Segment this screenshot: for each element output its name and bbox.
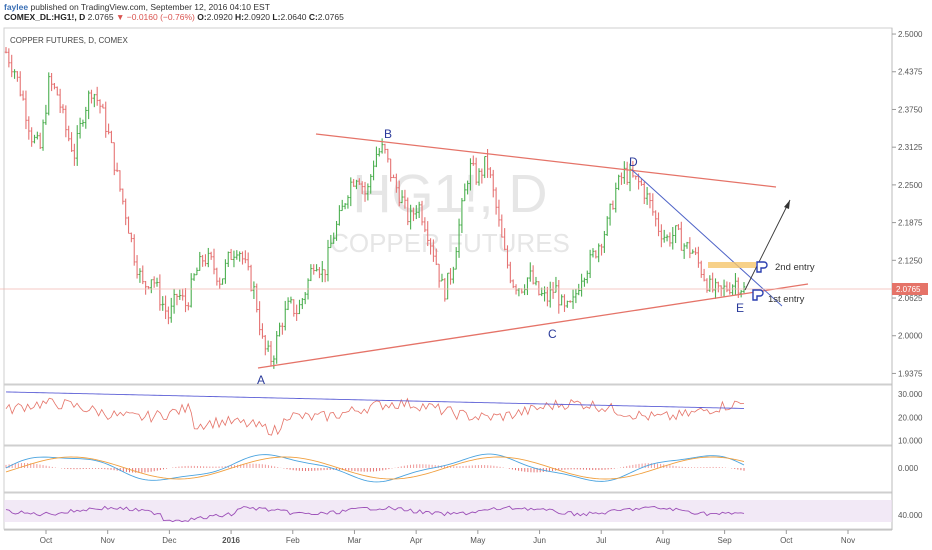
hand-pointer-icon: [752, 289, 764, 301]
last-price-badge-text: 2.0765: [896, 285, 921, 294]
x-tick-label: Dec: [162, 536, 176, 545]
price-change: −0.0160 (−0.76%): [126, 12, 195, 22]
x-tick-label: 2016: [222, 536, 240, 545]
wedge-trendline[interactable]: [631, 169, 783, 307]
macd-y-tick-label: 0.000: [898, 464, 919, 473]
rsi-band: [4, 500, 892, 522]
volume-ma-line: [5, 391, 745, 409]
publish-header: faylee published on TradingView.com, Sep…: [4, 2, 344, 22]
y-axis: 2.5000 2.4375 2.3750 2.3125 2.2500 2.1875 2.12…: [892, 30, 923, 378]
macd-indicator-panel: 0.000: [5, 453, 919, 483]
y-tick-label: 2.0000: [898, 332, 923, 341]
entry-zone-box[interactable]: [708, 262, 756, 268]
volume-indicator-panel: 30.000 20.000 10.000: [5, 390, 923, 445]
x-tick-label: Jun: [533, 536, 546, 545]
label-d: D: [629, 155, 638, 169]
x-tick-label: Mar: [348, 536, 362, 545]
y-tick-label: 2.1875: [898, 219, 923, 228]
down-arrow-icon: ▼: [115, 12, 125, 22]
entry-2-label: 2nd entry: [775, 262, 815, 273]
label-a: A: [257, 373, 265, 387]
y-tick-label: 2.0625: [898, 294, 923, 303]
macd-signal-line: [5, 456, 745, 480]
projection-arrow[interactable]: [744, 199, 791, 291]
y-tick-label: 2.5000: [898, 30, 923, 39]
price-bars: [4, 47, 746, 369]
high-value: 2.0920: [244, 12, 271, 22]
volume-panel-border: [3, 384, 893, 446]
hand-pointer-icon: [756, 261, 768, 273]
x-tick-label: Jul: [596, 536, 606, 545]
open-label: O:: [197, 12, 207, 22]
upper-trendline[interactable]: [315, 133, 777, 188]
low-label: L:: [272, 12, 281, 22]
label-b: B: [384, 127, 392, 141]
lower-trendline[interactable]: [257, 283, 809, 369]
watermark-symbol: HG1!, D: [352, 164, 547, 224]
y-tick-label: 2.4375: [898, 68, 923, 77]
label-c: C: [548, 327, 557, 341]
volume-y-tick-label: 30.000: [898, 390, 923, 399]
rsi-y-tick-label: 40.000: [898, 511, 923, 520]
x-tick-label: Nov: [841, 536, 855, 545]
y-tick-label: 2.1250: [898, 256, 923, 265]
rsi-line: [5, 505, 745, 523]
x-tick-label: Feb: [286, 536, 300, 545]
volume-y-tick-label: 10.000: [898, 436, 923, 445]
x-tick-label: Oct: [40, 536, 53, 545]
x-tick-label: Nov: [101, 536, 115, 545]
macd-line: [5, 453, 745, 483]
label-e: E: [736, 301, 744, 315]
symbol-label: COMEX_DL:HG1!, D: [4, 12, 86, 22]
last-price-badge: [892, 283, 928, 295]
projection-arrowhead: [784, 200, 790, 209]
x-tick-label: Sep: [717, 536, 732, 545]
close-label: C:: [308, 12, 318, 22]
x-tick-label: May: [470, 536, 485, 545]
high-label: H:: [235, 12, 245, 22]
symbol-watermark: HG1!, D COPPER FUTURES: [330, 164, 570, 258]
y-tick-label: 2.3750: [898, 105, 923, 114]
rsi-indicator-panel: 40.000: [4, 500, 923, 523]
open-value: 2.0920: [206, 12, 233, 22]
volume-index-line: [5, 397, 745, 436]
close-value: 2.0765: [317, 12, 344, 22]
entry-1-label: 1st entry: [768, 294, 805, 305]
chart-title: COPPER FUTURES, D, COMEX: [10, 36, 128, 45]
low-value: 2.0640: [280, 12, 307, 22]
last-price: 2.0765: [87, 12, 114, 22]
x-tick-label: Oct: [780, 536, 793, 545]
y-tick-label: 2.2500: [898, 181, 923, 190]
x-tick-label: Apr: [410, 536, 423, 545]
publisher-line: faylee published on TradingView.com, Sep…: [4, 2, 344, 12]
volume-y-tick-label: 20.000: [898, 413, 923, 422]
ohlc-line: COMEX_DL:HG1!, D 2.0765 ▼ −0.0160 (−0.76…: [4, 12, 344, 22]
x-tick-label: Aug: [656, 536, 670, 545]
y-tick-label: 1.9375: [898, 369, 923, 378]
macd-panel-border: [3, 445, 893, 493]
watermark-name: COPPER FUTURES: [330, 228, 570, 258]
publish-info: published on TradingView.com, September …: [30, 2, 270, 12]
y-tick-label: 2.3125: [898, 143, 923, 152]
publisher-name[interactable]: faylee: [4, 2, 29, 12]
x-axis: Oct Nov Dec 2016 Feb Mar Apr May Jun Jul Aug Sep Oct…: [40, 530, 855, 545]
